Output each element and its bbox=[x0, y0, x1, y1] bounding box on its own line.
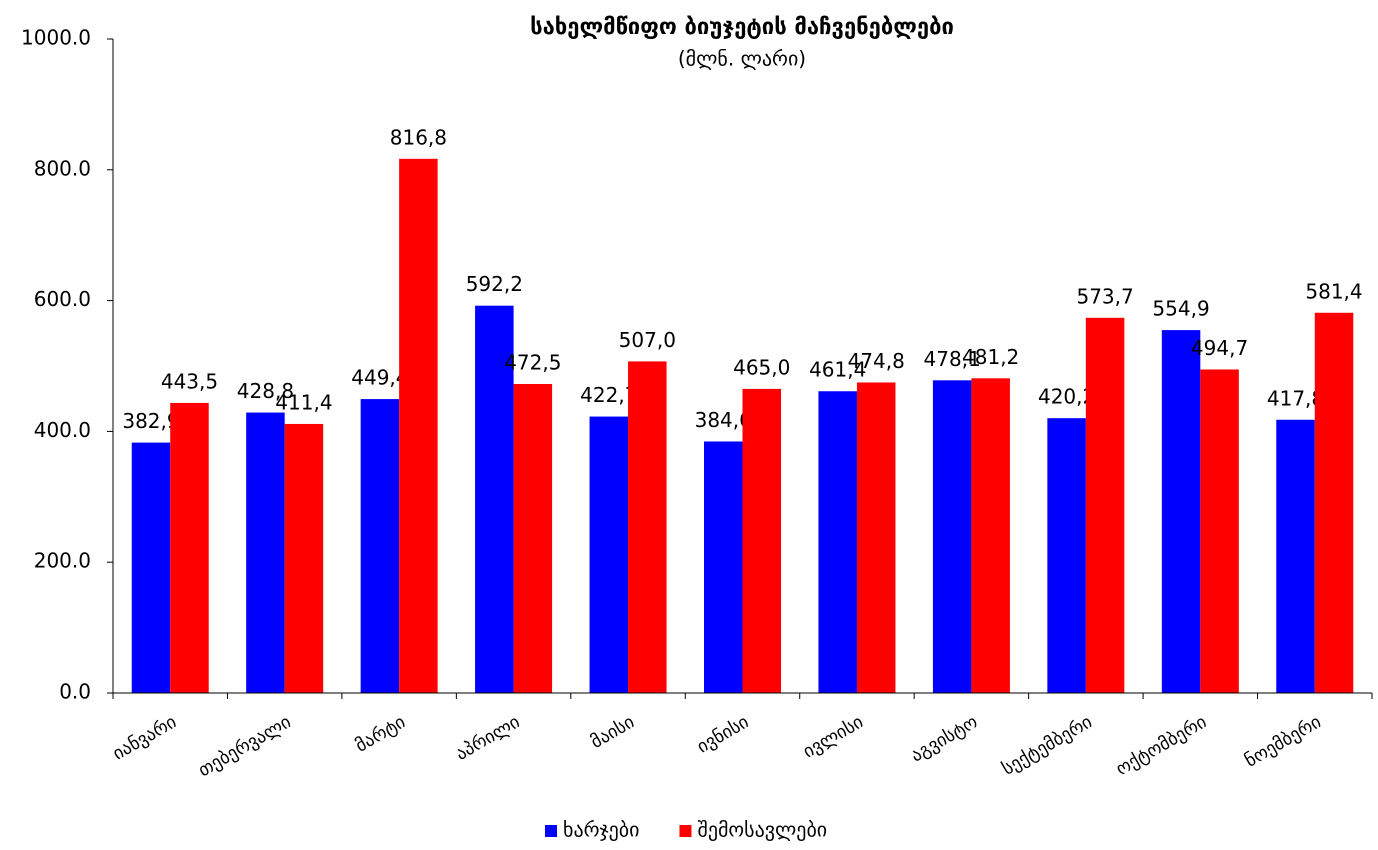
x-tick-label: აპრილი bbox=[452, 711, 523, 764]
data-label: 461,4 bbox=[809, 358, 866, 382]
bar bbox=[246, 412, 285, 693]
bar bbox=[971, 378, 1010, 693]
bar bbox=[742, 388, 781, 693]
data-label: 443,5 bbox=[161, 369, 218, 393]
data-label: 478,1 bbox=[924, 347, 981, 371]
x-tick-label: თებერვალი bbox=[195, 711, 295, 781]
bar bbox=[399, 158, 438, 693]
x-tick-label: მარტი bbox=[352, 711, 409, 756]
legend-label: ხარჯები bbox=[563, 818, 639, 842]
x-tick-label: ივნისი bbox=[694, 711, 753, 757]
x-tick-label: ივლისი bbox=[800, 711, 867, 762]
bar bbox=[513, 383, 553, 693]
data-label: 417,8 bbox=[1267, 386, 1324, 410]
bar bbox=[704, 441, 743, 693]
y-tick-label: 400.0 bbox=[34, 418, 91, 442]
chart-title: სახელმწიფო ბიუჯეტის მაჩვენებლები bbox=[530, 15, 954, 40]
data-label: 581,4 bbox=[1305, 279, 1362, 303]
x-tick-label: იანვარი bbox=[109, 711, 180, 764]
x-tick-label: ნოემბერი bbox=[1241, 711, 1324, 771]
data-label: 481,2 bbox=[962, 345, 1019, 369]
data-label: 554,9 bbox=[1152, 297, 1209, 321]
bar bbox=[131, 442, 171, 693]
bar bbox=[475, 305, 514, 693]
legend-label: შემოსავლები bbox=[697, 818, 827, 842]
bar bbox=[1200, 369, 1239, 693]
data-label: 816,8 bbox=[390, 125, 447, 149]
y-tick-label: 600.0 bbox=[34, 287, 91, 311]
x-tick-label: მაისი bbox=[587, 711, 638, 752]
y-tick-label: 0.0 bbox=[59, 680, 91, 704]
data-label: 494,7 bbox=[1191, 336, 1248, 360]
data-label: 474,8 bbox=[848, 349, 905, 373]
y-tick-label: 200.0 bbox=[34, 549, 91, 573]
bar bbox=[1047, 418, 1086, 693]
bar bbox=[1085, 317, 1125, 693]
data-label: 573,7 bbox=[1076, 284, 1133, 308]
legend-swatch bbox=[679, 825, 692, 837]
y-tick-label: 800.0 bbox=[34, 156, 91, 180]
data-label: 411,4 bbox=[275, 390, 332, 414]
bar bbox=[1161, 330, 1201, 693]
data-label: 420,2 bbox=[1038, 385, 1095, 409]
x-tick-label: ოქტომბერი bbox=[1113, 711, 1211, 780]
bar bbox=[284, 423, 324, 693]
data-label: 382,9 bbox=[122, 409, 179, 433]
y-tick-label: 1000.0 bbox=[21, 26, 91, 50]
bar bbox=[818, 391, 857, 693]
bar bbox=[360, 399, 400, 693]
x-tick-label: აგვისტო bbox=[907, 711, 981, 766]
bar bbox=[170, 402, 209, 693]
bar bbox=[856, 382, 896, 693]
x-tick-label: სექტემბერი bbox=[999, 711, 1096, 779]
chart-subtitle: (მლნ. ლარი) bbox=[678, 47, 806, 71]
data-label: 384,6 bbox=[695, 408, 752, 432]
bar bbox=[1276, 419, 1315, 693]
bar bbox=[1314, 312, 1354, 693]
data-label: 465,0 bbox=[733, 355, 790, 379]
bar bbox=[932, 380, 972, 693]
data-label: 449,4 bbox=[351, 366, 408, 390]
data-label: 422,7 bbox=[580, 383, 637, 407]
legend-swatch bbox=[545, 825, 557, 837]
data-label: 428,8 bbox=[237, 379, 294, 403]
bar bbox=[628, 361, 667, 693]
data-label: 592,2 bbox=[466, 272, 523, 296]
data-label: 507,0 bbox=[619, 328, 676, 352]
data-label: 472,5 bbox=[504, 350, 561, 374]
bar bbox=[589, 416, 629, 693]
